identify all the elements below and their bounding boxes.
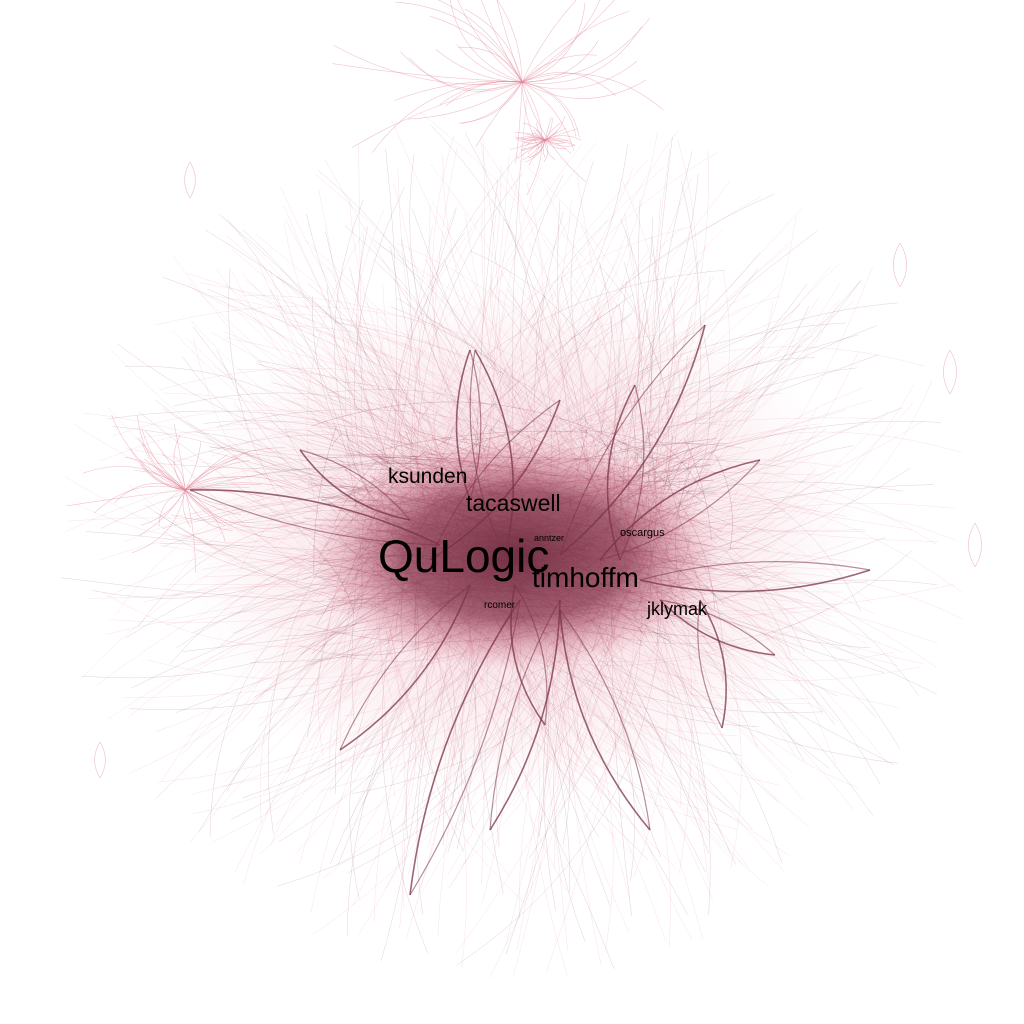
node-label-oscargus[interactable]: oscargus — [620, 527, 665, 539]
node-label-jklymak[interactable]: jklymak — [646, 599, 708, 619]
petal-layer — [189, 324, 871, 896]
node-label-qulogic[interactable]: QuLogic — [378, 530, 549, 582]
node-label-ksunden[interactable]: ksunden — [388, 465, 467, 488]
node-labels: QuLogic timhoffm tacaswell ksunden jklym… — [378, 465, 708, 619]
node-label-anntzer[interactable]: anntzer — [534, 533, 564, 543]
node-label-timhoffm[interactable]: timhoffm — [532, 562, 639, 593]
node-label-rcomer[interactable]: rcomer — [484, 600, 516, 611]
node-label-tacaswell[interactable]: tacaswell — [466, 490, 561, 516]
